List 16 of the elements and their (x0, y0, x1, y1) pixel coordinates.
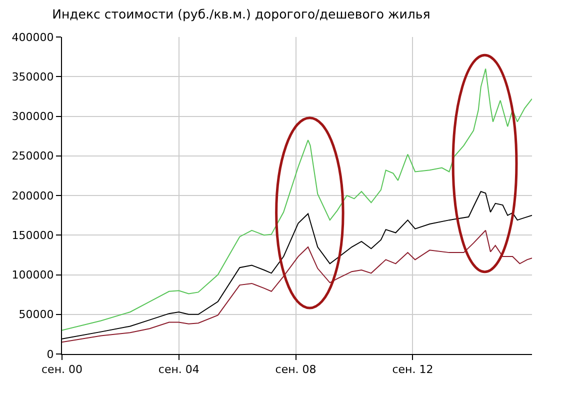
x-tick-label: сен. 08 (275, 363, 316, 376)
x-tick-label: сен. 00 (42, 363, 82, 376)
y-tick-label: 0 (46, 348, 54, 361)
y-tick-label: 150000 (12, 228, 54, 242)
x-tick-label: сен. 04 (158, 363, 200, 376)
line-series (62, 230, 532, 343)
chart-title: Индекс стоимости (руб./кв.м.) дорогого/дешевого жилья (52, 6, 430, 22)
y-tick-label: 250000 (12, 150, 54, 163)
y-tick-label: 350000 (12, 70, 54, 84)
x-tick-label: сен. 12 (392, 363, 434, 376)
y-tick-label: 50000 (18, 308, 54, 322)
y-tick-label: 400000 (12, 30, 54, 44)
y-tick-label: 200000 (12, 189, 54, 202)
y-tick-label: 300000 (12, 110, 54, 124)
line-series (62, 68, 532, 331)
y-tick-label: 100000 (12, 268, 54, 282)
